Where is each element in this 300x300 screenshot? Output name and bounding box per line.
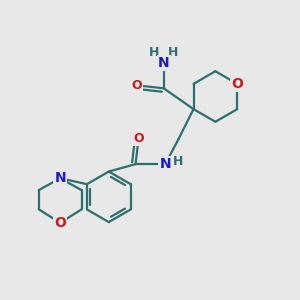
Text: N: N [160, 157, 171, 171]
Text: H: H [168, 46, 178, 59]
Text: N: N [54, 171, 66, 185]
Text: O: O [54, 216, 66, 230]
Text: H: H [149, 46, 160, 59]
Text: O: O [231, 77, 243, 91]
Text: O: O [133, 132, 144, 146]
Text: H: H [172, 154, 183, 168]
Text: O: O [132, 79, 142, 92]
Text: N: N [158, 56, 169, 70]
